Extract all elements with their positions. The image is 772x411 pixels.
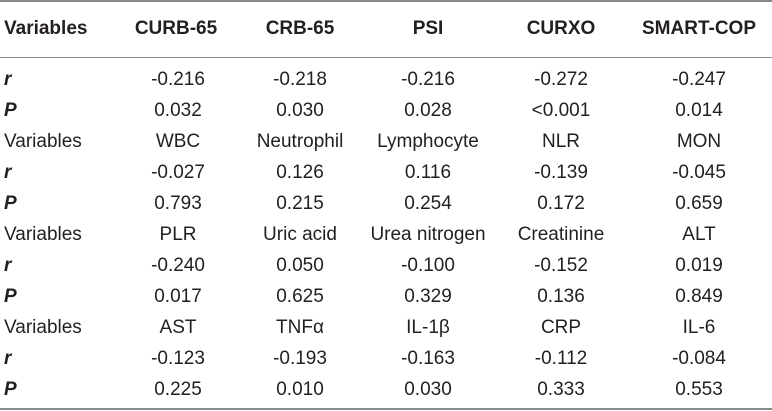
table-cell: Creatinine bbox=[517, 223, 605, 245]
table-cell: WBC bbox=[155, 130, 201, 152]
table-cell: -0.112 bbox=[534, 347, 588, 369]
table-cell: 0.019 bbox=[675, 254, 723, 276]
table-cell: 0.849 bbox=[675, 285, 723, 307]
table-cell: PLR bbox=[159, 223, 197, 245]
table-top-rule bbox=[0, 0, 772, 2]
table-cell: 0.793 bbox=[154, 192, 202, 214]
table-row: P 0.032 0.030 0.028 <0.001 0.014 bbox=[0, 96, 772, 125]
table-cell: 0.333 bbox=[537, 378, 585, 400]
row-label-cell: P bbox=[4, 99, 17, 121]
row-label-cell: Variables bbox=[4, 223, 82, 245]
table-cell: 0.050 bbox=[276, 254, 324, 276]
table-row: Variables AST TNFα IL-1β CRP IL-6 bbox=[0, 313, 772, 342]
row-label-cell: r bbox=[4, 254, 12, 276]
table-cell: -0.027 bbox=[151, 161, 205, 183]
table-row: P 0.793 0.215 0.254 0.172 0.659 bbox=[0, 189, 772, 218]
table-cell: IL-6 bbox=[682, 316, 716, 338]
table-cell: ALT bbox=[682, 223, 716, 245]
table-cell: -0.084 bbox=[672, 347, 726, 369]
header-cell-psi: PSI bbox=[412, 17, 444, 39]
header-cell-curb65: CURB-65 bbox=[134, 17, 218, 39]
table-cell: 0.172 bbox=[537, 192, 585, 214]
table-cell: Lymphocyte bbox=[377, 130, 479, 152]
table-cell: 0.659 bbox=[675, 192, 723, 214]
row-label-cell: Variables bbox=[4, 130, 82, 152]
header-divider-rule bbox=[0, 57, 772, 58]
table-cell: 0.030 bbox=[276, 99, 324, 121]
table-cell: 0.254 bbox=[404, 192, 452, 214]
table-cell: 0.329 bbox=[404, 285, 452, 307]
table-cell: 0.116 bbox=[404, 161, 452, 183]
table-row: r -0.240 0.050 -0.100 -0.152 0.019 bbox=[0, 251, 772, 280]
table-cell: 0.136 bbox=[537, 285, 585, 307]
table-header-row: Variables CURB-65 CRB-65 PSI CURXO SMART… bbox=[0, 14, 772, 43]
table-cell: -0.163 bbox=[401, 347, 455, 369]
table-row: r -0.216 -0.218 -0.216 -0.272 -0.247 bbox=[0, 65, 772, 94]
table-row: Variables PLR Uric acid Urea nitrogen Creati… bbox=[0, 220, 772, 249]
table-cell: <0.001 bbox=[531, 99, 591, 121]
table-cell: Uric acid bbox=[263, 223, 337, 245]
header-cell-variables: Variables bbox=[4, 17, 88, 39]
table-cell: -0.193 bbox=[273, 347, 327, 369]
row-label-cell: P bbox=[4, 192, 17, 214]
table-row: r -0.027 0.126 0.116 -0.139 -0.045 bbox=[0, 158, 772, 187]
table-cell: -0.139 bbox=[534, 161, 588, 183]
table-row: r -0.123 -0.193 -0.163 -0.112 -0.084 bbox=[0, 344, 772, 373]
table-row: Variables WBC Neutrophil Lymphocyte NLR MON bbox=[0, 127, 772, 156]
header-cell-smart-cop: SMART-COP bbox=[642, 17, 756, 39]
table-cell: IL-1β bbox=[406, 316, 450, 338]
table-cell: -0.272 bbox=[534, 68, 588, 90]
table-cell: Urea nitrogen bbox=[370, 223, 486, 245]
header-cell-crb65: CRB-65 bbox=[265, 17, 335, 39]
table-cell: MON bbox=[676, 130, 722, 152]
table-cell: 0.032 bbox=[154, 99, 202, 121]
row-label-cell: Variables bbox=[4, 316, 82, 338]
table-cell: 0.014 bbox=[675, 99, 723, 121]
table-cell: 0.028 bbox=[404, 99, 452, 121]
table-cell: Neutrophil bbox=[256, 130, 344, 152]
table-cell: 0.553 bbox=[675, 378, 723, 400]
table-cell: 0.225 bbox=[154, 378, 202, 400]
table-bottom-rule bbox=[0, 408, 772, 410]
table-cell: -0.152 bbox=[534, 254, 588, 276]
table-cell: -0.218 bbox=[273, 68, 327, 90]
table-cell: 0.625 bbox=[276, 285, 324, 307]
row-label-cell: P bbox=[4, 285, 17, 307]
table-cell: -0.123 bbox=[151, 347, 205, 369]
header-cell-curxo: CURXO bbox=[526, 17, 596, 39]
table-cell: 0.017 bbox=[154, 285, 202, 307]
table-cell: 0.030 bbox=[404, 378, 452, 400]
row-label-cell: r bbox=[4, 347, 12, 369]
table-cell: NLR bbox=[541, 130, 580, 152]
table-cell: -0.240 bbox=[151, 254, 205, 276]
table-cell: -0.247 bbox=[672, 68, 726, 90]
table-cell: 0.215 bbox=[276, 192, 324, 214]
table-cell: -0.045 bbox=[672, 161, 726, 183]
table-cell: TNFα bbox=[276, 316, 324, 338]
table-cell: -0.100 bbox=[401, 254, 455, 276]
table-cell: AST bbox=[159, 316, 197, 338]
table-cell: -0.216 bbox=[151, 68, 205, 90]
table-cell: 0.126 bbox=[276, 161, 324, 183]
table-cell: -0.216 bbox=[401, 68, 455, 90]
row-label-cell: P bbox=[4, 378, 17, 400]
table-cell: 0.010 bbox=[276, 378, 324, 400]
row-label-cell: r bbox=[4, 161, 12, 183]
table-cell: CRP bbox=[540, 316, 582, 338]
table-row: P 0.017 0.625 0.329 0.136 0.849 bbox=[0, 282, 772, 311]
table-row: P 0.225 0.010 0.030 0.333 0.553 bbox=[0, 375, 772, 404]
row-label-cell: r bbox=[4, 68, 12, 90]
